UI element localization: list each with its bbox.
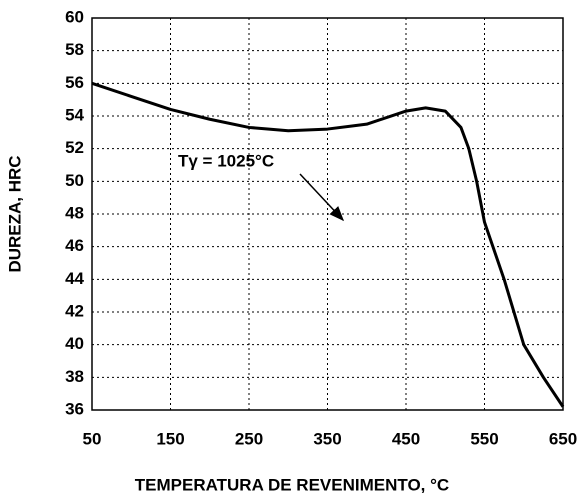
y-tick-label: 46 [65, 236, 84, 255]
line [91, 81, 565, 408]
y-tick-label: 48 [65, 203, 84, 222]
y-tick-label: 54 [65, 105, 84, 124]
x-tick-label: 450 [392, 429, 420, 448]
x-tick-label: 550 [470, 429, 498, 448]
x-tick-label: 650 [549, 429, 577, 448]
x-axis-label: TEMPERATURA DE REVENIMENTO, °C [135, 475, 449, 494]
plot-frame [91, 17, 564, 411]
y-tick-label: 42 [65, 301, 84, 320]
annotation-arrow [299, 173, 345, 222]
y-tick-label: 40 [65, 334, 84, 353]
x-tick-label: 150 [156, 429, 184, 448]
y-tick-label: 50 [65, 171, 84, 190]
y-tick-label: 52 [65, 138, 84, 157]
x-tick-label: 50 [83, 429, 102, 448]
annotation: Tγ = 1025°C [178, 151, 274, 170]
y-tick-label: 36 [65, 399, 84, 418]
y-tick-label: 38 [65, 367, 84, 386]
y-tick-label: 44 [65, 269, 84, 288]
y-tick-label: 60 [65, 7, 84, 26]
y-axis-label: DUREZA, HRC [5, 155, 24, 272]
y-tick-label: 56 [65, 73, 84, 92]
x-tick-label: 350 [313, 429, 341, 448]
y-tick-label: 58 [65, 40, 84, 59]
x-tick-label: 250 [235, 429, 263, 448]
